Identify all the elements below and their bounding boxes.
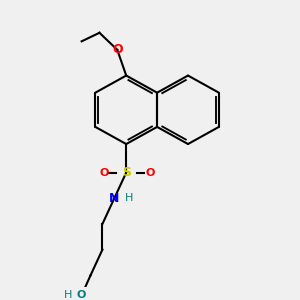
Text: N: N [109,192,119,205]
Text: H: H [64,290,73,300]
Text: S: S [122,166,131,179]
Text: H: H [125,193,134,203]
Text: O: O [99,168,109,178]
Text: O: O [145,168,155,178]
Text: O: O [77,290,86,300]
Text: O: O [112,44,123,56]
